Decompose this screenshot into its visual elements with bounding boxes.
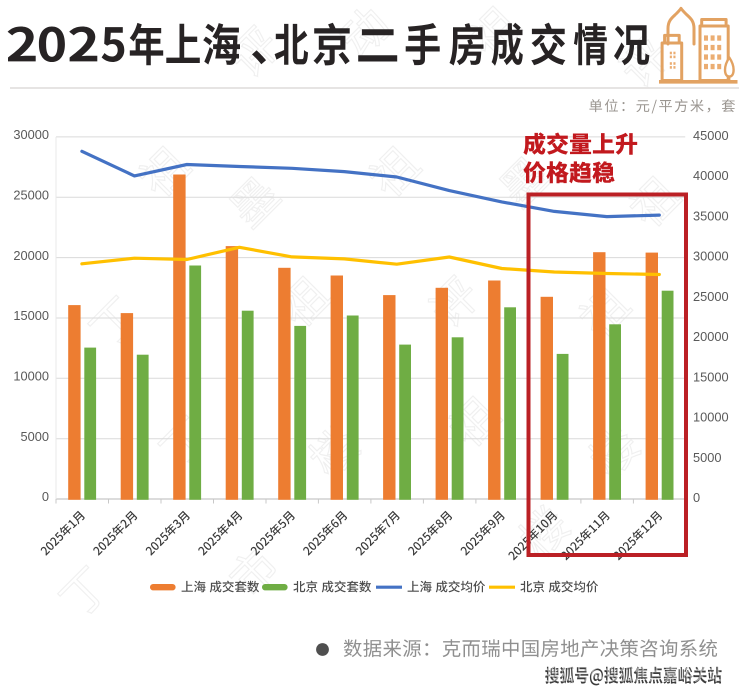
svg-text:5000: 5000: [693, 450, 721, 465]
svg-text:15000: 15000: [13, 308, 49, 323]
svg-text:0: 0: [693, 490, 700, 505]
svg-text:30000: 30000: [693, 249, 729, 264]
svg-text:0: 0: [42, 489, 49, 504]
svg-text:40000: 40000: [693, 168, 729, 183]
svg-text:20000: 20000: [693, 329, 729, 344]
svg-text:15000: 15000: [693, 369, 729, 384]
svg-text:20000: 20000: [13, 248, 49, 263]
svg-text:35000: 35000: [693, 208, 729, 223]
svg-text:25000: 25000: [13, 188, 49, 203]
svg-text:45000: 45000: [693, 128, 729, 143]
svg-text:5000: 5000: [21, 429, 49, 444]
svg-text:25000: 25000: [693, 289, 729, 304]
svg-text:10000: 10000: [693, 410, 729, 425]
svg-text:30000: 30000: [13, 127, 49, 142]
svg-text:10000: 10000: [13, 369, 49, 384]
